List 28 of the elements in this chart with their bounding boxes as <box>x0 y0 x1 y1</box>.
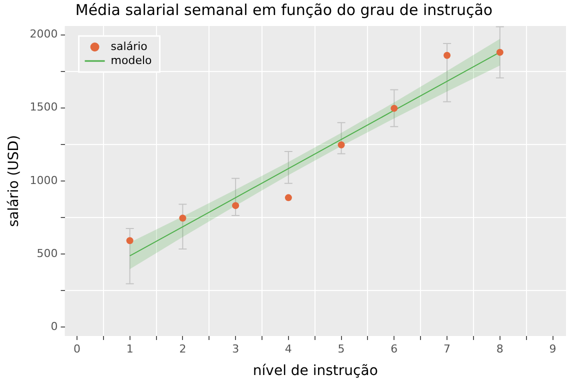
x-tick-label: 3 <box>232 342 240 356</box>
x-tick-label: 8 <box>496 342 504 356</box>
y-tick-label: 1000 <box>30 174 58 187</box>
x-tick-label: 2 <box>179 342 186 356</box>
x-tick-label: 4 <box>284 342 292 356</box>
legend-label: modelo <box>110 54 152 67</box>
x-tick-label: 1 <box>126 342 134 356</box>
y-tick-label: 0 <box>50 320 58 334</box>
x-tick-label: 7 <box>444 342 451 356</box>
point <box>338 141 345 148</box>
x-tick-label: 5 <box>338 342 345 356</box>
x-tick-label: 0 <box>73 342 80 356</box>
y-tick-label: 500 <box>36 246 58 260</box>
point <box>126 237 134 244</box>
legend-label: salário <box>110 40 148 53</box>
point <box>390 104 398 112</box>
chart-title: Média salarial semanal em função do grau de instrução <box>75 0 493 19</box>
y-axis-title: salário (USD) <box>6 135 22 227</box>
x-tick-label: 9 <box>549 342 556 356</box>
point <box>444 52 451 59</box>
x-tick-label: 6 <box>390 342 398 356</box>
point <box>496 48 504 56</box>
x-axis-title: nível de instrução <box>252 363 378 380</box>
point <box>284 194 292 202</box>
y-tick-label: 1500 <box>30 100 58 114</box>
y-tick-label: 2000 <box>30 28 58 41</box>
point <box>232 202 240 210</box>
point <box>179 214 186 222</box>
